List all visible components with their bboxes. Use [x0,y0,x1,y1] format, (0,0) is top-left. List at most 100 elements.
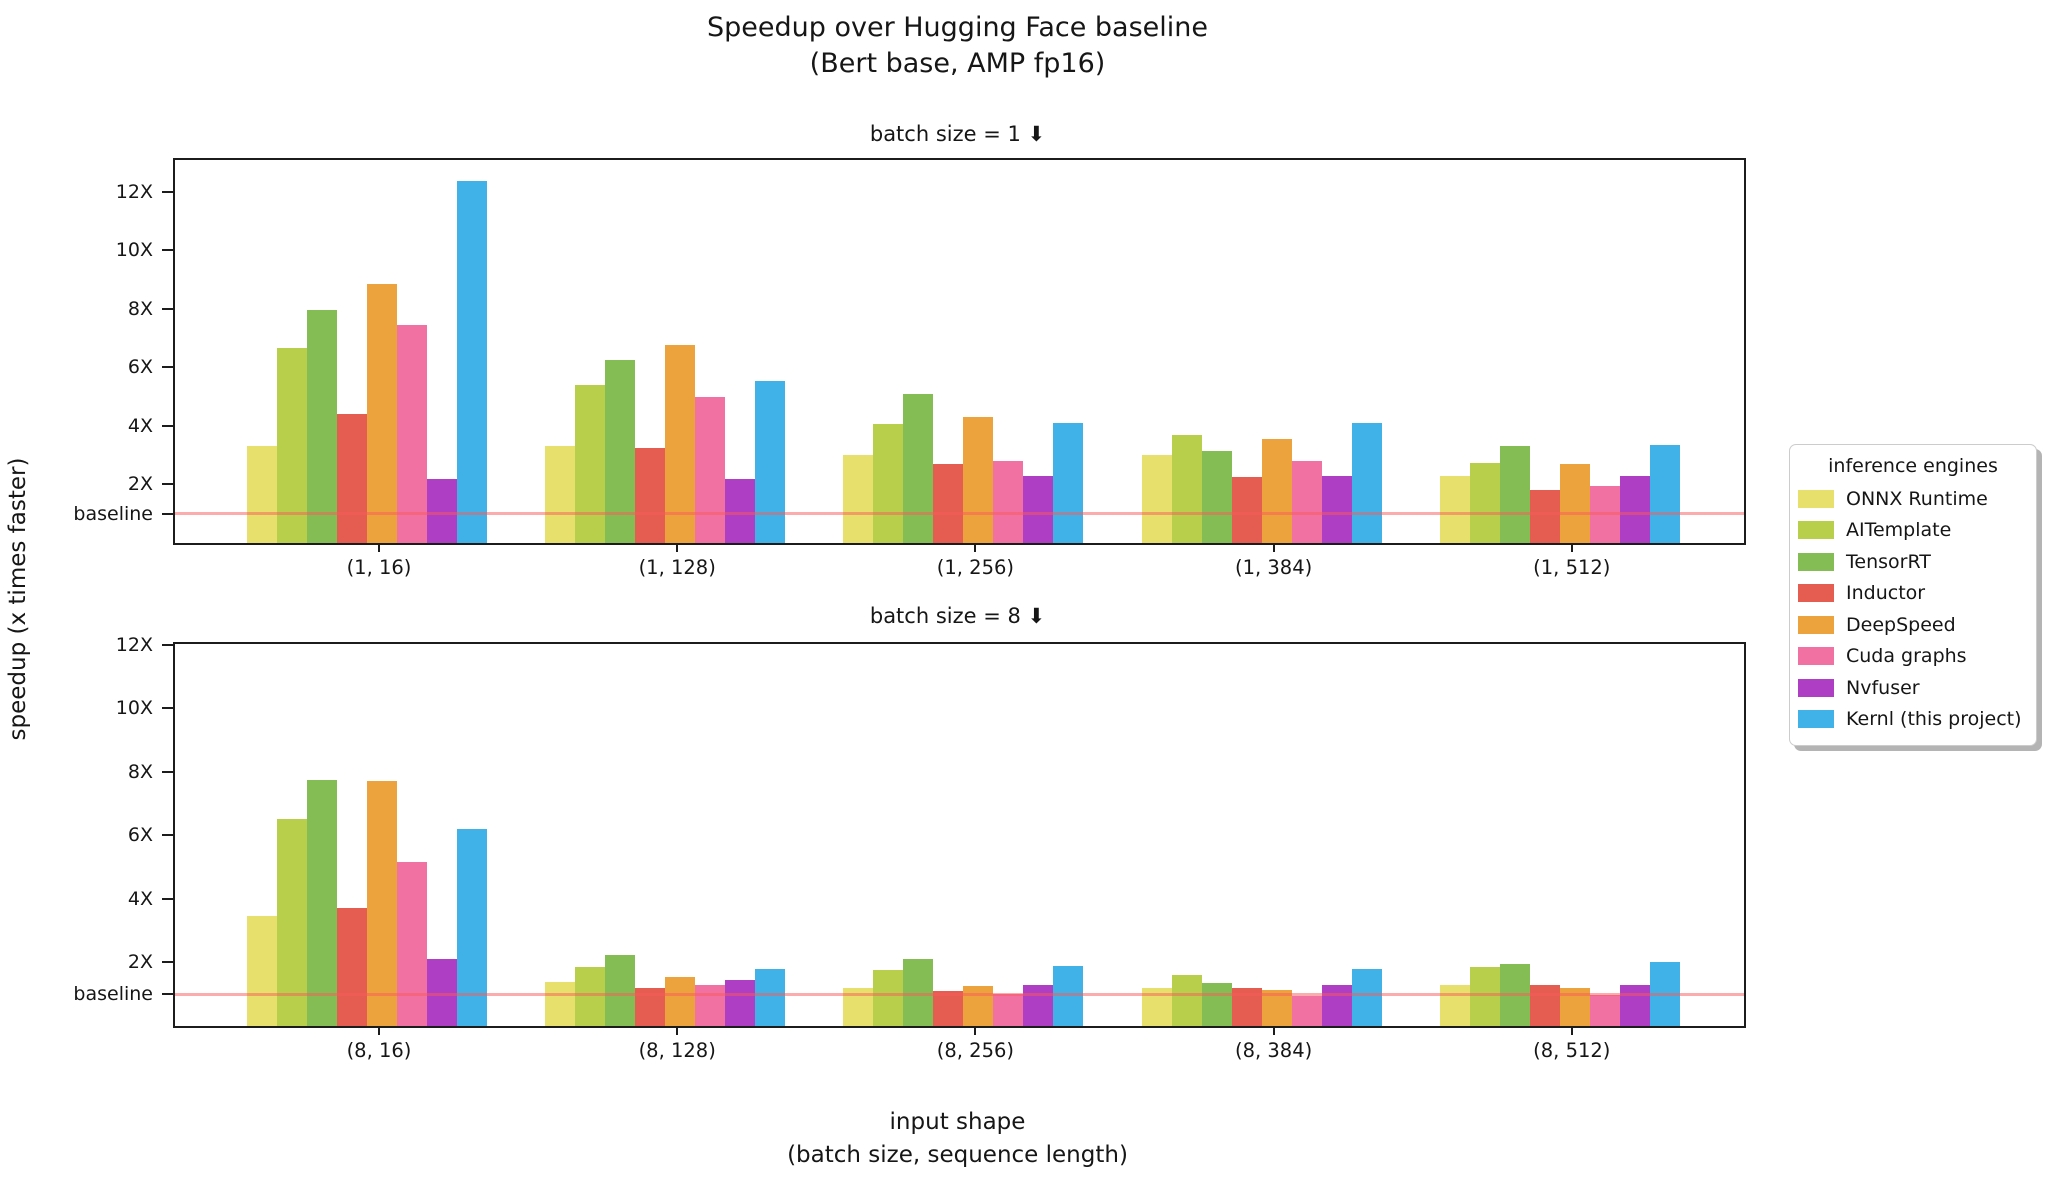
x-tick-mark [378,543,380,552]
y-tick-label: 12X [115,180,153,203]
bar [1141,455,1172,543]
bar [1619,984,1650,1026]
x-axis-label: input shape (batch size, sequence length… [173,1106,1742,1173]
bar [1529,490,1560,543]
bar [993,461,1024,543]
baseline-line [175,992,1744,996]
x-tick-mark [1570,543,1573,552]
x-tick-mark [676,543,679,552]
bar [1321,984,1352,1026]
bar [1261,439,1292,543]
bar [665,976,696,1026]
bar [1649,444,1680,543]
y-tick-label: 8X [127,760,153,783]
x-tick-mark [974,1026,977,1035]
bar [1023,475,1054,543]
y-tick-label: 10X [115,239,153,262]
y-tick-mark [162,834,173,837]
bar [545,981,576,1026]
bar [307,779,337,1026]
bar [873,424,904,543]
legend-item-label: Inductor [1846,582,1926,605]
bar [457,181,487,543]
x-tick-label: (8, 512) [1533,1039,1611,1062]
bar [1559,463,1590,543]
bar [903,393,934,543]
y-tick-label: 6X [127,356,153,379]
bar [1589,995,1620,1026]
y-tick-label: 6X [127,824,153,847]
bar [1201,983,1232,1026]
bar [605,954,636,1026]
x-tick-label: (1, 512) [1533,556,1611,579]
y-tick-mark [162,961,173,964]
x-tick-mark [378,1026,380,1035]
legend-item-label: TensorRT [1846,550,1931,573]
y-tick-mark [162,190,173,193]
bar [1201,450,1232,543]
bar [457,829,487,1026]
x-axis-label-line2: (batch size, sequence length) [787,1142,1128,1169]
bar [1321,475,1352,543]
bar [1619,475,1650,543]
legend-item-label: Nvfuser [1846,676,1920,699]
x-tick-label: (8, 256) [936,1039,1015,1062]
bar [1469,967,1500,1026]
bar [843,455,874,543]
legend-swatch [1798,647,1834,666]
bar [963,417,994,543]
bar [725,478,756,543]
baseline-line [175,512,1744,516]
legend-item: TensorRT [1790,546,2036,578]
legend-items: ONNX Runtime AITemplate TensorRT Inductor De… [1790,483,2036,735]
y-tick-label: 8X [127,297,153,320]
x-tick-mark [974,543,977,552]
bar [1231,477,1262,543]
x-tick-label: (1, 256) [936,556,1015,579]
bar [545,446,576,543]
bar [1291,995,1322,1026]
subplot-title-batch8: batch size = 8 ⬇ [869,604,1046,628]
legend-item: ONNX Runtime [1790,483,2036,515]
bar [1053,965,1084,1026]
y-tick-label: 2X [127,473,153,496]
y-axis-label: speedup (x times faster) [5,457,31,741]
legend-swatch [1798,521,1834,540]
bar [755,968,786,1026]
bar [1171,975,1202,1026]
x-tick-label: (8, 128) [638,1039,716,1062]
x-tick-mark [1570,1026,1573,1035]
bar [725,979,756,1026]
bar [427,478,457,543]
bar [755,380,786,543]
chart-title-line2: (Bert base, AMP fp16) [809,47,1106,79]
x-axis-label-line1: input shape [889,1109,1026,1135]
bar [277,348,307,543]
y-tick-label: 2X [127,951,153,974]
bar [695,396,726,543]
subplot-title-batch1: batch size = 1 ⬇ [869,122,1046,146]
y-tick-label: baseline [73,983,153,1006]
bar [933,463,964,543]
y-tick-mark [162,993,173,996]
y-tick-label: 12X [115,633,153,656]
bar [247,446,277,543]
bar [277,819,307,1026]
legend-item: AITemplate [1790,515,2036,547]
bar [337,414,367,543]
y-tick-label: baseline [73,502,153,525]
legend-swatch [1798,584,1834,603]
bar [635,447,666,543]
legend: inference engines ONNX Runtime AITemplate… [1789,444,2037,746]
bar [1439,475,1470,543]
legend-swatch [1798,552,1834,571]
legend-item: Inductor [1790,578,2036,610]
y-tick-mark [162,512,173,515]
legend-item: Nvfuser [1790,672,2036,704]
legend-item-label: Kernl (this project) [1846,708,2022,731]
bar [1053,422,1084,543]
bar [695,984,726,1026]
bar [427,959,457,1026]
bar [1171,434,1202,543]
legend-item-label: DeepSpeed [1846,613,1956,636]
